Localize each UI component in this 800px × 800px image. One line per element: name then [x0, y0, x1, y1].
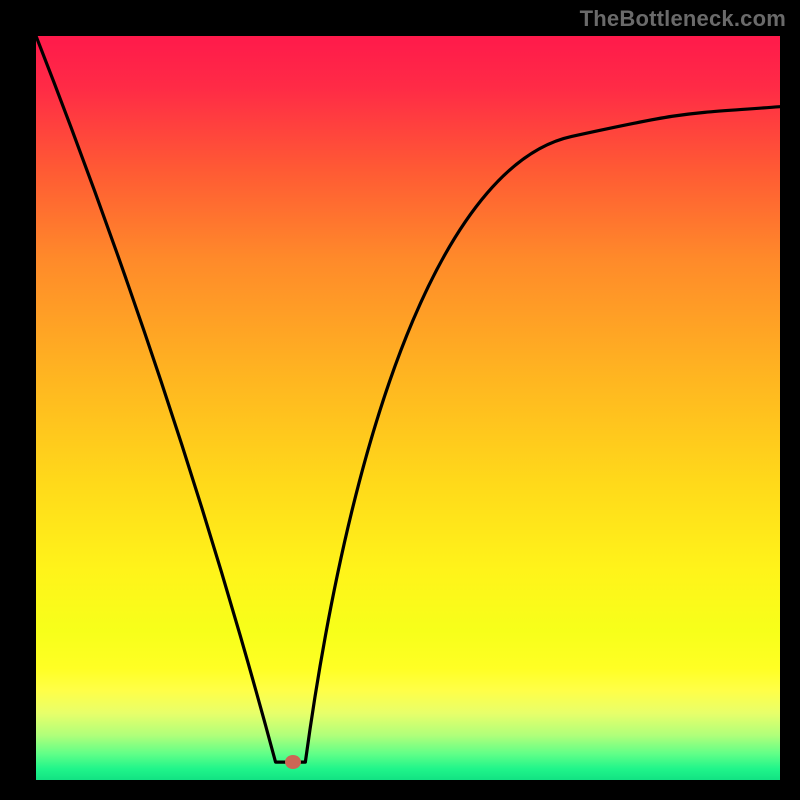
chart-frame [36, 36, 780, 780]
chart-container: TheBottleneck.com [0, 0, 800, 800]
watermark-text: TheBottleneck.com [580, 6, 786, 32]
